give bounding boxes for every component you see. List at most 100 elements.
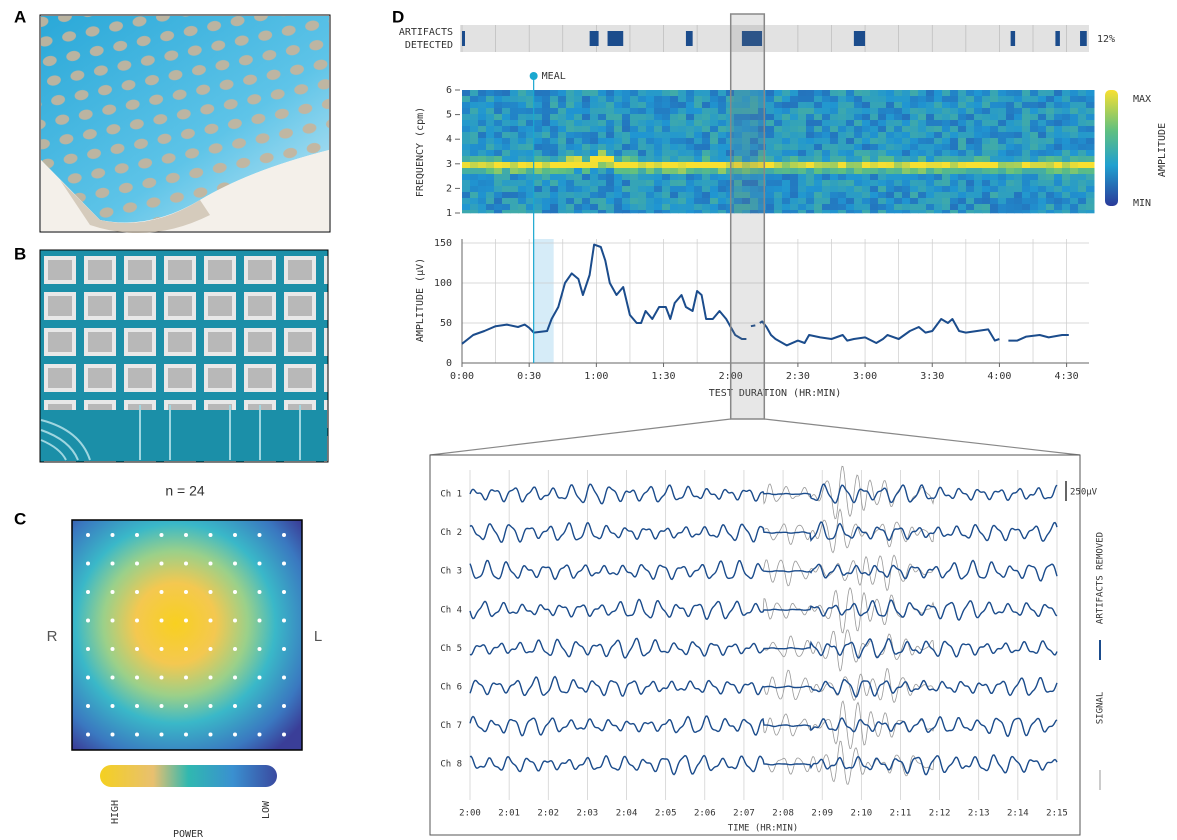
spectrogram-cell [774,186,783,193]
amplitude-line [461,243,1069,347]
channel-label: Ch 4 [440,605,462,615]
spectrogram-cell [494,204,503,211]
spectrogram-cell [1022,126,1031,133]
spectrogram-cell [590,96,599,103]
spectrogram-cell [510,120,519,127]
spectrogram-cell [606,150,615,157]
spectrogram-cell [894,204,903,211]
spectrogram-cell [1062,144,1071,151]
spectrogram-cell [814,108,823,115]
electrode [110,533,115,537]
spectrogram-cell [894,144,903,151]
spectrogram-cell [1070,150,1079,157]
spectrogram-cell [950,156,959,163]
x-tick-label: 2:12 [929,809,951,819]
spectrogram-cell [638,186,647,193]
spectrogram-cell [686,198,695,205]
x-tick-label: 2:03 [577,809,599,819]
y-tick-label: 150 [434,238,452,249]
colorbar-label: LOW [261,800,272,819]
spectrogram-cell [934,120,943,127]
spectrogram-cell [886,186,895,193]
spectrogram-cell [502,162,511,169]
spectrogram-cell [502,120,511,127]
spectrogram-cell [814,126,823,133]
spectrogram-cell [1006,180,1015,187]
spectrogram-cell [894,174,903,181]
spectrogram-cell [854,162,863,169]
spectrogram-cell [910,186,919,193]
electrode [184,561,188,566]
spectrogram-cell [830,90,839,97]
spectrogram-cell [1046,174,1055,181]
spectrogram-cell [518,198,527,205]
spectrogram-cell [870,126,879,133]
spectrogram-cell [758,114,767,121]
spectrogram-cell [854,96,863,103]
spectrogram-cell [718,114,727,121]
spectrogram-cell [982,156,991,163]
spectrogram-cell [606,114,615,121]
spectrogram-cell [934,180,943,187]
spectrogram-cell [566,150,575,157]
spectrogram-cell [910,108,919,115]
spectrogram-cell [1086,150,1095,157]
spectrogram-cell [878,90,887,97]
spectrogram-cell [590,90,599,97]
spectrogram-cell [1078,138,1087,145]
spectrogram-cell [486,96,495,103]
spectrogram-cell [806,192,815,199]
spectrogram-cell [614,144,623,151]
spectrogram-cell [798,114,807,121]
spectrogram-cell [846,114,855,121]
spectrogram-cell [886,102,895,109]
artifact [741,31,763,46]
spectrogram-cell [870,114,879,121]
spectrogram-cell [934,162,943,169]
x-tick-label: 2:15 [1046,809,1068,819]
electrode [208,618,213,623]
spectrogram-cell [574,156,583,163]
spectrogram-cell [550,180,559,187]
spectrogram-cell [606,168,615,175]
spectrogram-cell [630,108,639,115]
spectrogram-cell [998,120,1007,127]
spectrogram-cell [582,168,591,175]
spectrogram-cell [518,90,527,97]
spectrogram-cell [486,198,495,205]
spectrogram-cell [534,204,543,211]
spectrogram-cell [1046,192,1055,199]
spectrogram-cell [814,132,823,139]
spectrogram-cell [606,120,615,127]
spectrogram-cell [974,144,983,151]
spectrogram-cell [502,126,511,133]
spectrogram-cell [950,108,959,115]
spectrogram-cell [942,198,951,205]
electrode [184,647,188,651]
spectrogram-cell [806,114,815,121]
spectrogram-cell [494,162,503,169]
spectrogram-cell [910,192,919,199]
spectrogram-cell [1038,204,1047,211]
spectrogram-cell [494,108,503,115]
spectrogram-cell [1046,120,1055,127]
spectrogram-cell [478,210,487,214]
spectrogram-cell [630,132,639,139]
spectrogram-cell [654,120,663,127]
spectrogram-cell [950,186,959,193]
spectrogram-cell [1006,186,1015,193]
spectrogram-cell [902,114,911,121]
spectrogram-cell [758,120,767,127]
spectrogram-cell [614,126,623,133]
electrode [110,647,115,651]
spectrogram-cell [582,90,591,97]
spectrogram-cell [990,138,999,145]
panel-label: D [392,7,404,26]
legend-label: ARTIFACTS REMOVED [1096,532,1106,624]
spectrogram-cell [998,162,1007,169]
spectrogram-cell [966,96,975,103]
spectrogram-cell [566,162,575,169]
spectrogram-cell [686,162,695,169]
spectrogram-cell [1014,138,1023,145]
spectrogram-cell [886,156,895,163]
